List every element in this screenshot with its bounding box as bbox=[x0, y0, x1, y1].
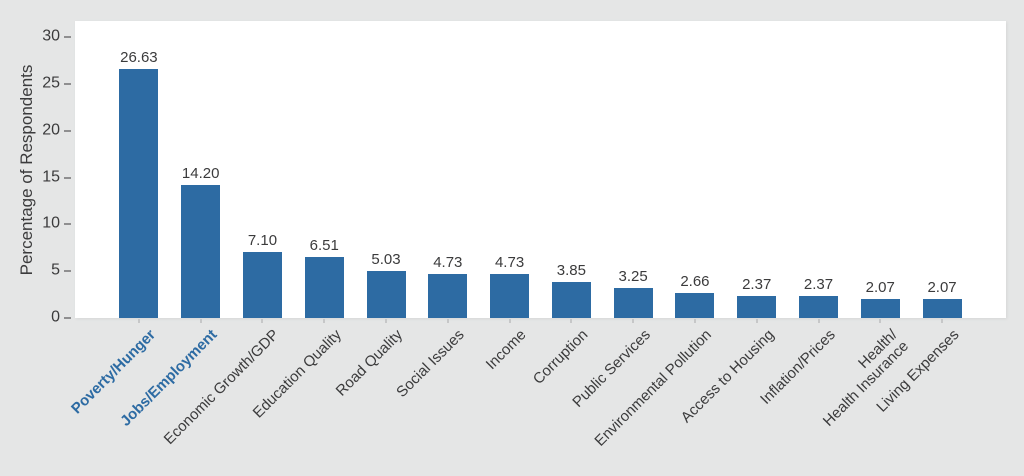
y-axis-tick-mark bbox=[64, 317, 71, 319]
bar bbox=[366, 270, 406, 318]
y-axis-tick-label: 0 bbox=[51, 308, 60, 326]
bars-container: 26.63 14.20 7.10 6.51 5.03 4.73 4.73 3.85 3.25 2.… bbox=[108, 21, 973, 318]
y-axis-tick-label: 15 bbox=[42, 167, 60, 185]
y-axis-tick-mark bbox=[64, 176, 71, 179]
bar-slot: 7.10 bbox=[232, 231, 294, 318]
x-axis-label: Environmental Pollution bbox=[591, 326, 716, 450]
bar-slot: 4.73 bbox=[479, 254, 541, 318]
bar-slot: 2.37 bbox=[726, 276, 788, 318]
x-axis-tick-mark bbox=[941, 319, 944, 323]
bar bbox=[922, 298, 962, 318]
bar-slot: 5.03 bbox=[355, 251, 417, 318]
bar bbox=[119, 68, 159, 318]
y-axis-tick-mark bbox=[64, 270, 71, 273]
x-axis-tick-mark bbox=[879, 319, 882, 323]
bar-slot: 2.07 bbox=[911, 279, 973, 318]
y-axis-tick-label: 5 bbox=[51, 261, 60, 279]
y-axis-tick-label: 25 bbox=[42, 74, 60, 92]
bar bbox=[675, 293, 715, 318]
bar-slot: 2.66 bbox=[664, 273, 726, 318]
x-axis-tick-mark bbox=[199, 319, 202, 323]
x-axis-tick-mark bbox=[755, 319, 758, 323]
y-axis-tick-label: 30 bbox=[42, 27, 60, 45]
bar-slot: 3.25 bbox=[602, 268, 664, 318]
y-axis-tick-mark bbox=[64, 36, 71, 38]
x-axis-tick-mark bbox=[817, 319, 820, 323]
bar-slot: 4.73 bbox=[417, 254, 479, 318]
bar-slot: 2.37 bbox=[788, 276, 850, 318]
bar-value-label: 6.51 bbox=[309, 237, 339, 255]
y-axis-tick-label: 20 bbox=[42, 120, 60, 138]
y-axis-title: Percentage of Respondents bbox=[17, 64, 36, 276]
x-axis-label: Income bbox=[483, 326, 530, 374]
bar-value-label: 2.07 bbox=[865, 278, 895, 296]
bar bbox=[860, 298, 900, 318]
bar-value-label: 2.37 bbox=[742, 275, 772, 293]
bar-value-label: 26.63 bbox=[120, 48, 158, 66]
bar bbox=[181, 185, 221, 318]
plot-area: 0 5 10 15 20 25 30 26.63 14.20 7.10 6.51 5.03 4.73 4… bbox=[42, 21, 1006, 325]
bar-slot: 2.07 bbox=[849, 279, 911, 318]
bar-value-label: 14.20 bbox=[181, 165, 220, 182]
bar bbox=[551, 281, 591, 318]
bar bbox=[798, 295, 838, 318]
y-axis-tick-mark bbox=[64, 82, 71, 85]
bar bbox=[242, 251, 282, 318]
x-axis-label: Corruption bbox=[530, 326, 592, 388]
y-axis-tick-mark bbox=[64, 223, 71, 226]
bar bbox=[428, 273, 468, 318]
x-axis-tick-mark bbox=[261, 319, 264, 323]
x-axis-labels: Poverty/Hunger Jobs/Employment Economic Gr… bbox=[68, 318, 973, 476]
x-axis-tick-mark bbox=[508, 319, 511, 323]
bar-value-label: 3.85 bbox=[556, 261, 586, 279]
bar bbox=[613, 287, 653, 318]
x-axis-tick-mark bbox=[693, 319, 696, 323]
x-axis-tick-mark bbox=[137, 319, 140, 323]
bar-value-label: 4.73 bbox=[494, 253, 525, 271]
bar-value-label: 4.73 bbox=[433, 253, 463, 271]
bar-slot: 26.63 bbox=[108, 49, 170, 318]
y-axis-tick-mark bbox=[64, 129, 71, 132]
bar-value-label: 2.37 bbox=[803, 275, 834, 293]
bar bbox=[737, 295, 777, 318]
bar-slot: 3.85 bbox=[540, 262, 602, 318]
x-axis-tick-mark bbox=[385, 319, 388, 323]
bar-slot: 14.20 bbox=[170, 165, 232, 318]
x-axis-tick-mark bbox=[446, 319, 449, 323]
bar-value-label: 3.25 bbox=[618, 267, 648, 285]
bar-value-label: 2.07 bbox=[927, 278, 957, 296]
bar-value-label: 2.66 bbox=[680, 273, 710, 291]
bar bbox=[304, 257, 344, 318]
x-axis-tick-mark bbox=[323, 319, 326, 323]
bar-slot: 6.51 bbox=[293, 237, 355, 318]
x-axis-label: Economic Growth/GDP bbox=[161, 326, 283, 448]
x-axis-tick-mark bbox=[632, 319, 635, 323]
y-axis-tick-label: 10 bbox=[42, 214, 60, 232]
bar bbox=[490, 273, 530, 318]
bar-value-label: 7.10 bbox=[247, 231, 278, 249]
x-axis-tick-mark bbox=[570, 319, 573, 323]
bar-value-label: 5.03 bbox=[371, 250, 401, 268]
